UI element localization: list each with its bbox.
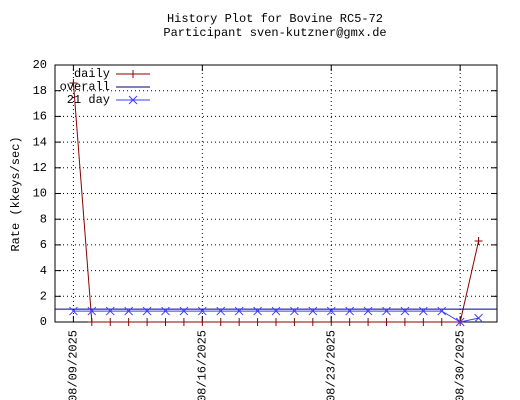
point-marker	[105, 306, 115, 316]
point-marker	[87, 306, 97, 316]
x-tick-label: 08/30/2025	[453, 330, 467, 400]
legend-label: 21 day	[67, 93, 110, 107]
point-marker	[161, 306, 170, 316]
point-marker	[124, 318, 133, 326]
point-marker	[234, 306, 244, 316]
point-marker	[198, 318, 207, 326]
point-marker	[345, 318, 354, 326]
chart-subtitle: Participant sven-kutzner@gmx.de	[163, 26, 386, 40]
point-marker	[474, 237, 483, 246]
point-marker	[106, 318, 115, 326]
point-marker	[474, 313, 483, 323]
x-tick-label: 08/16/2025	[196, 330, 210, 400]
point-marker	[308, 306, 318, 316]
point-marker	[69, 306, 78, 316]
point-marker	[327, 318, 336, 326]
point-marker	[216, 318, 225, 326]
y-tick-label: 12	[33, 161, 47, 175]
y-tick-label: 14	[33, 135, 47, 149]
legend-marker	[129, 70, 137, 78]
y-tick-label: 4	[40, 264, 47, 278]
y-tick-label: 6	[40, 238, 47, 252]
y-tick-label: 18	[33, 84, 47, 98]
point-marker	[326, 306, 336, 316]
y-tick-label: 10	[33, 187, 47, 201]
chart-title: History Plot for Bovine RC5-72	[167, 12, 383, 26]
point-marker	[345, 306, 355, 316]
point-marker	[437, 306, 447, 316]
legend-label: overall	[60, 80, 110, 94]
x-tick-label: 08/23/2025	[324, 330, 338, 400]
point-marker	[143, 318, 152, 326]
point-marker	[124, 306, 134, 316]
point-marker	[253, 306, 262, 316]
y-tick-label: 8	[40, 212, 47, 226]
point-marker	[308, 318, 317, 326]
point-marker	[363, 306, 373, 316]
point-marker	[400, 318, 409, 326]
point-marker	[142, 306, 152, 316]
point-marker	[272, 318, 280, 326]
y-tick-label: 0	[40, 315, 47, 329]
point-marker	[179, 306, 189, 316]
point-marker	[271, 306, 281, 316]
point-marker	[400, 306, 410, 316]
legend-marker	[128, 95, 138, 105]
y-tick-label: 2	[40, 289, 47, 303]
point-marker	[197, 306, 207, 316]
point-marker	[419, 318, 428, 326]
series-line	[72, 82, 480, 323]
point-marker	[179, 318, 188, 326]
y-tick-label: 16	[33, 110, 47, 124]
y-tick-label: 20	[33, 58, 47, 72]
point-marker	[161, 318, 170, 326]
point-marker	[235, 318, 244, 326]
point-marker	[87, 318, 96, 326]
point-marker	[69, 78, 78, 87]
point-marker	[455, 317, 465, 327]
point-marker	[364, 318, 373, 326]
point-marker	[216, 306, 226, 316]
point-marker	[382, 306, 391, 316]
point-marker	[290, 306, 299, 316]
point-marker	[382, 318, 391, 326]
point-marker	[437, 318, 446, 326]
y-axis-label: Rate (kkeys/sec)	[9, 136, 23, 251]
point-marker	[253, 318, 262, 326]
point-marker	[290, 318, 299, 326]
legend-label: daily	[74, 67, 110, 81]
x-tick-label: 08/09/2025	[67, 330, 81, 400]
point-marker	[418, 306, 428, 316]
